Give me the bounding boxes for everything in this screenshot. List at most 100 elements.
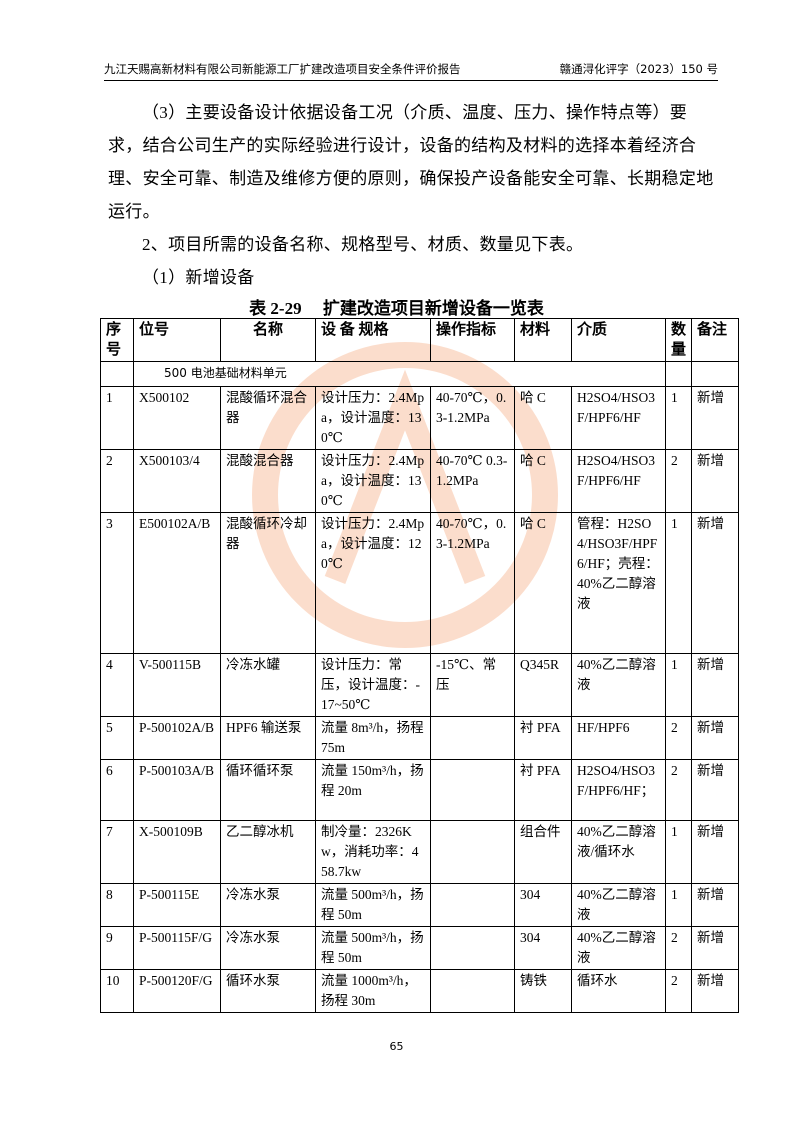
table-cell: 2 [664,969,693,1013]
table-cell: 循环水 [571,969,666,1013]
table-cell: P-500115E [133,883,221,927]
table-cell: 新增 [691,386,740,450]
table-cell: 新增 [691,969,740,1013]
table-cell: E500102A/B [133,512,221,654]
table-cell: 设计压力：2.4Mpa，设计温度：130℃ [315,386,431,450]
table-cell: 新增 [691,449,740,513]
table-cell: P-500115F/G [133,926,221,970]
table-cell: Q345R [514,653,572,717]
table-cell [430,820,515,884]
table-cell: 新增 [691,716,740,760]
table-cell: 304 [514,926,572,970]
table-cell: H2SO4/HSO3F/HPF6/HF [571,386,666,450]
table-cell: 新增 [691,512,740,654]
table-cell: 组合件 [514,820,572,884]
column-header: 设 备 规格 [315,318,431,362]
table-cell: 2 [664,926,693,970]
table-cell: H2SO4/HSO3F/HPF6/HF； [571,759,666,821]
table-cell: 1 [664,883,693,927]
table-row: 5 P-500102A/B HPF6 输送泵 流量 8m³/h，扬程 75m 衬 PFA… [100,716,740,760]
table-cell: 新增 [691,926,740,970]
column-header: 数量 [664,318,693,362]
column-header: 序号 [100,318,134,362]
table-row: 2 X500103/4 混酸混合器 设计压力：2.4Mpa，设计温度：130℃ 40-7… [100,449,740,513]
table-cell: 新增 [691,820,740,884]
table-cell: 新增 [691,883,740,927]
table-cell: P-500103A/B [133,759,221,821]
column-header: 备注 [691,318,740,362]
table-cell: 40-70℃ 0.3-1.2MPa [430,449,515,513]
table-cell [430,883,515,927]
table-cell: P-500120F/G [133,969,221,1013]
table-cell: 5 [100,716,134,760]
table-cell: 乙二醇冰机 [220,820,316,884]
table-cell: 1 [664,386,693,450]
column-header: 名称 [220,318,316,362]
page-header: 九江天赐高新材料有限公司新能源工厂扩建改造项目安全条件评价报告 赣通浔化评字（2… [104,61,718,81]
table-cell [430,716,515,760]
table-cell: 40%乙二醇溶液 [571,883,666,927]
table-cell: X500102 [133,386,221,450]
table-cell: 衬 PFA [514,759,572,821]
section-label: 500 电池基础材料单元 [133,361,666,387]
table-cell: 40-70℃，0.3-1.2MPa [430,512,515,654]
table-cell: 管程：H2SO4/HSO3F/HPF6/HF；壳程：40%乙二醇溶液 [571,512,666,654]
table-cell: 铸铁 [514,969,572,1013]
table-cell: P-500102A/B [133,716,221,760]
table-cell: 2 [664,759,693,821]
table-cell: 40%乙二醇溶液 [571,653,666,717]
table-cell: H2SO4/HSO3F/HPF6/HF [571,449,666,513]
table-cell: HPF6 输送泵 [220,716,316,760]
table-cell [430,759,515,821]
table-row: 4 V-500115B 冷冻水罐 设计压力：常压，设计温度：-17~50℃ -15℃、常… [100,653,740,717]
table-caption: 表 2-29 扩建改造项目新增设备一览表 [249,299,544,318]
table-cell: 1 [664,820,693,884]
table-row: 3 E500102A/B 混酸循环冷却器 设计压力：2.4Mpa，设计温度：120℃ 4… [100,512,740,654]
table-cell: 设计压力：2.4Mpa，设计温度：120℃ [315,512,431,654]
table-cell: 2 [100,449,134,513]
table-row: 6 P-500103A/B 循环循环泵 流量 150m³/h，扬程 20m 衬 PFA H… [100,759,740,821]
table-cell: 8 [100,883,134,927]
page-number: 65 [389,1040,404,1053]
table-header-row: 序号 位号 名称设 备 规格 操作指标 材料 介质 数量 备注 [100,318,740,362]
table-cell: 40%乙二醇溶液 [571,926,666,970]
table-cell: 2 [664,449,693,513]
table-cell: 新增 [691,653,740,717]
equipment-table: 序号 位号 名称设 备 规格 操作指标 材料 介质 数量 备注 500 电池基础材料单元 1 X… [100,318,740,1013]
paragraph-new-equipment: （1）新增设备 [142,268,255,287]
table-cell: -15℃、常压 [430,653,515,717]
table-cell: 衬 PFA [514,716,572,760]
table-cell: 新增 [691,759,740,821]
table-cell: 流量 500m³/h，扬程 50m [315,926,431,970]
table-cell [430,969,515,1013]
table-cell: 6 [100,759,134,821]
table-cell: 混酸循环冷却器 [220,512,316,654]
table-row: 1 X500102 混酸循环混合器 设计压力：2.4Mpa，设计温度：130℃ 40-7… [100,386,740,450]
column-header: 操作指标 [430,318,515,362]
table-cell: 流量 1000m³/h，扬程 30m [315,969,431,1013]
table-cell: 设计压力：常压，设计温度：-17~50℃ [315,653,431,717]
table-row: 10 P-500120F/G 循环水泵 流量 1000m³/h，扬程 30m 铸铁 循环水… [100,969,740,1013]
table-cell: 冷冻水泵 [220,926,316,970]
table-cell: 哈 C [514,449,572,513]
column-header: 位号 [133,318,221,362]
table-row: 9 P-500115F/G 冷冻水泵 流量 500m³/h，扬程 50m 304 40%乙… [100,926,740,970]
table-cell: 混酸循环混合器 [220,386,316,450]
table-cell: 循环循环泵 [220,759,316,821]
column-header: 介质 [571,318,666,362]
table-cell: 7 [100,820,134,884]
table-cell: X500103/4 [133,449,221,513]
table-cell: 冷冻水泵 [220,883,316,927]
table-cell: X-500109B [133,820,221,884]
section-row: 500 电池基础材料单元 [100,361,740,387]
table-cell: 10 [100,969,134,1013]
table-cell: 流量 150m³/h，扬程 20m [315,759,431,821]
paragraph-design-basis: （3）主要设备设计依据设备工况（介质、温度、压力、操作特点等）要求，结合公司生产… [108,103,714,221]
table-cell [430,926,515,970]
table-cell: HF/HPF6 [571,716,666,760]
table-cell: 冷冻水罐 [220,653,316,717]
table-row: 8 P-500115E 冷冻水泵 流量 500m³/h，扬程 50m 304 40%乙二醇… [100,883,740,927]
header-doc-number: 赣通浔化评字（2023）150 号 [559,62,718,76]
table-cell: 40%乙二醇溶液/循环水 [571,820,666,884]
